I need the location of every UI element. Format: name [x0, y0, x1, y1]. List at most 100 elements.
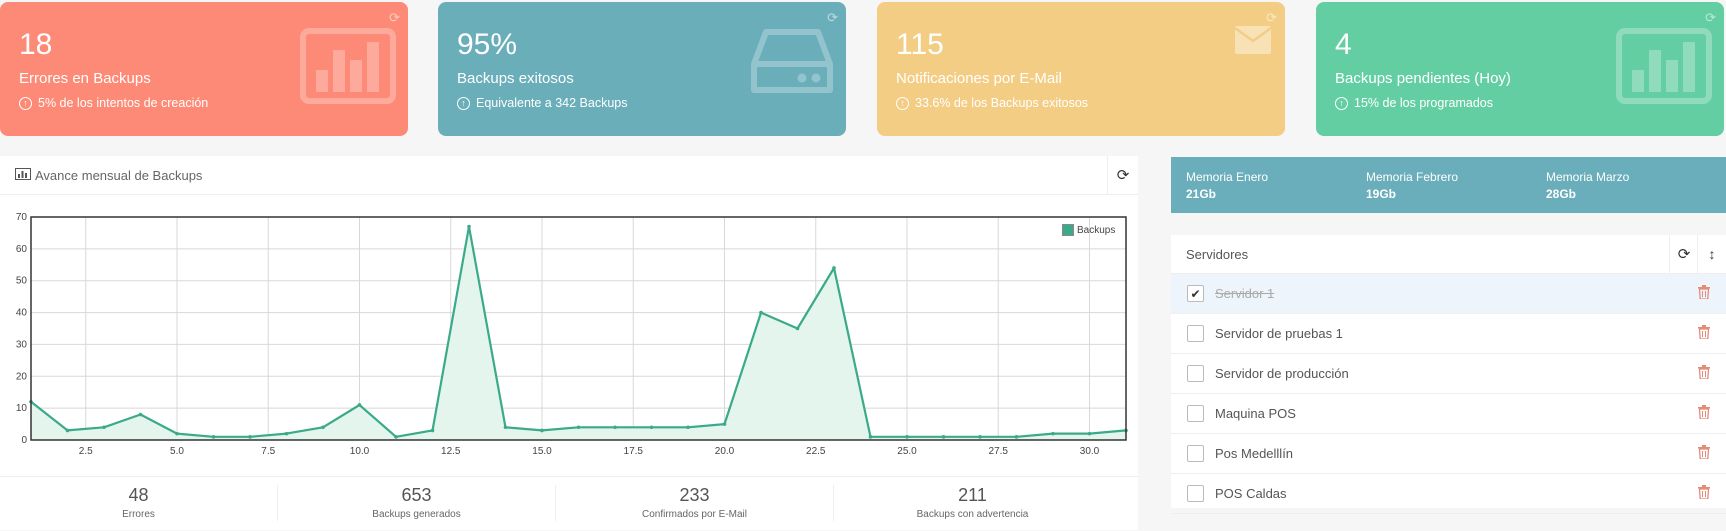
refresh-icon[interactable]: ⟳: [827, 10, 838, 25]
data-point: [540, 428, 544, 433]
trash-icon[interactable]: [1698, 365, 1710, 382]
y-tick-label: 50: [16, 276, 28, 287]
x-tick-label: 22.5: [806, 446, 826, 457]
memory-february: Memoria Febrero 19Gb: [1366, 170, 1459, 201]
stat-value: 115: [896, 28, 944, 61]
refresh-icon[interactable]: ⟳: [1266, 10, 1277, 25]
stat-sub: ↑ 5% de los intentos de creación: [19, 96, 408, 110]
server-name: Servidor 1: [1215, 286, 1275, 301]
stat-sub: ↑ 33.6% de los Backups exitosos: [896, 96, 1285, 110]
server-checkbox[interactable]: [1187, 325, 1204, 342]
stat-value: 4: [1335, 28, 1352, 61]
refresh-icon[interactable]: ⟳: [1705, 10, 1716, 25]
server-name: Pos Medelllín: [1215, 446, 1294, 461]
data-point: [138, 412, 143, 417]
chart-legend: Backups: [1062, 224, 1115, 236]
resize-vertical-icon[interactable]: ↕: [1697, 235, 1726, 273]
trash-icon[interactable]: [1698, 285, 1710, 302]
hard-drive-icon: [751, 29, 833, 93]
line-chart: 0 10 20 30 40 50 60 70 2.5 5.0 7.5 10.0 12.5 15.0 17.5…: [16, 212, 1128, 457]
stat-value: 95%: [457, 28, 518, 61]
data-point: [1087, 431, 1092, 436]
plot-frame: [30, 216, 1127, 441]
data-point: [686, 425, 690, 430]
data-point: [1051, 431, 1055, 436]
panel-header: Avance mensual de Backups ⟳: [0, 156, 1138, 195]
data-point: [175, 431, 179, 436]
server-checkbox[interactable]: [1187, 365, 1204, 382]
server-checkbox[interactable]: [1187, 405, 1204, 422]
arrow-up-circle-icon: ↑: [1335, 96, 1348, 110]
data-point: [284, 431, 289, 436]
stat-sub: ↑ Equivalente a 342 Backups: [457, 96, 846, 110]
y-tick-label: 40: [16, 308, 28, 319]
data-point: [941, 435, 946, 439]
stat-value: 18: [19, 28, 53, 61]
server-checkbox[interactable]: ✔: [1187, 285, 1204, 302]
data-point: [1014, 435, 1019, 439]
data-point: [430, 428, 435, 433]
server-checkbox[interactable]: [1187, 485, 1204, 502]
data-point: [795, 326, 800, 331]
stat-card-errors: ⟳ 18 Errores en Backups ↑ 5% de los inten…: [0, 2, 408, 136]
data-point: [868, 435, 873, 439]
server-item[interactable]: Pos Medelllín: [1171, 434, 1726, 474]
y-tick-label: 70: [16, 212, 28, 223]
server-name: Servidor de pruebas 1: [1215, 326, 1343, 341]
data-point: [576, 425, 581, 430]
stat-label: Backups pendientes (Hoy): [1335, 70, 1511, 87]
data-point: [978, 435, 982, 439]
x-tick-label: 20.0: [715, 446, 735, 457]
stat-label: Backups exitosos: [457, 70, 574, 87]
data-point: [65, 428, 70, 433]
server-item[interactable]: Servidor de pruebas 1: [1171, 314, 1726, 354]
arrow-up-circle-icon: ↑: [19, 96, 32, 110]
server-name: Servidor de producción: [1215, 366, 1349, 381]
bar-chart-icon: [1616, 28, 1712, 104]
panel-title: Avance mensual de Backups: [35, 167, 203, 183]
server-item[interactable]: Servidor de producción: [1171, 354, 1726, 394]
refresh-icon[interactable]: ⟳: [1107, 156, 1138, 194]
server-item[interactable]: ✔ Servidor 1: [1171, 274, 1726, 314]
summary-errors: 48 Errores: [0, 485, 278, 521]
panel-title: Servidores: [1186, 246, 1249, 262]
y-tick-label: 0: [21, 435, 27, 446]
legend-label: Backups: [1077, 224, 1116, 236]
memory-january: Memoria Enero 21Gb: [1186, 170, 1269, 201]
memory-bar: Memoria Enero 21Gb Memoria Febrero 19Gb Me…: [1171, 157, 1726, 213]
data-point: [102, 425, 106, 430]
x-tick-label: 15.0: [532, 446, 552, 457]
server-checkbox[interactable]: [1187, 445, 1204, 462]
trash-icon[interactable]: [1698, 325, 1710, 342]
bar-chart-icon: [15, 167, 31, 183]
trash-icon[interactable]: [1698, 405, 1710, 422]
data-point: [321, 425, 325, 430]
legend-swatch: [1062, 224, 1074, 236]
summary-generated: 653 Backups generados: [278, 485, 556, 521]
trash-icon[interactable]: [1698, 485, 1710, 502]
y-tick-label: 60: [16, 244, 28, 255]
server-item[interactable]: POS Caldas: [1171, 474, 1726, 514]
data-point: [357, 403, 362, 407]
server-item[interactable]: Maquina POS: [1171, 394, 1726, 434]
data-point: [613, 425, 617, 430]
y-tick-label: 10: [16, 403, 28, 414]
x-tick-label: 17.5: [624, 446, 644, 457]
bar-chart-icon: [300, 28, 396, 104]
data-point: [394, 435, 398, 439]
chart-panel: Avance mensual de Backups ⟳ 0 10 20 30 40 50 6…: [0, 156, 1138, 530]
x-tick-label: 2.5: [79, 446, 93, 457]
server-name: POS Caldas: [1215, 486, 1287, 501]
data-point: [649, 425, 654, 430]
refresh-icon[interactable]: ⟳: [389, 10, 400, 25]
summary-row: 48 Errores 653 Backups generados 233 Confir…: [0, 476, 1138, 531]
refresh-icon[interactable]: ⟳: [1669, 235, 1698, 273]
data-point: [248, 435, 252, 439]
series-area: [31, 226, 1126, 440]
data-point: [722, 422, 727, 426]
trash-icon[interactable]: [1698, 445, 1710, 462]
x-tick-label: 27.5: [989, 446, 1009, 457]
stat-card-pending: ⟳ 4 Backups pendientes (Hoy) ↑ 15% de los…: [1316, 2, 1724, 136]
y-tick-label: 30: [16, 339, 28, 350]
summary-warning: 211 Backups con advertencia: [916, 485, 1029, 520]
